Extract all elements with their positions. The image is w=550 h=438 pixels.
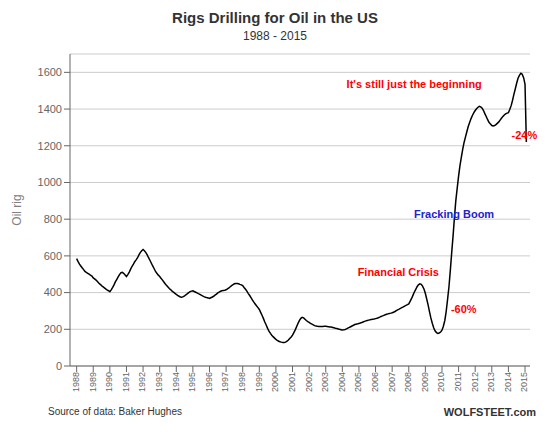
svg-text:2008: 2008: [403, 372, 413, 392]
svg-text:Oil rig: Oil rig: [10, 194, 24, 225]
svg-text:Fracking Boom: Fracking Boom: [414, 208, 494, 220]
svg-text:1400: 1400: [38, 103, 62, 115]
svg-text:1997: 1997: [220, 372, 230, 392]
svg-text:1993: 1993: [154, 372, 164, 392]
svg-text:2005: 2005: [353, 372, 363, 392]
svg-text:1991: 1991: [121, 372, 131, 392]
svg-text:2003: 2003: [320, 372, 330, 392]
svg-text:1996: 1996: [204, 372, 214, 392]
svg-text:2015: 2015: [519, 372, 529, 392]
html-text:WOLFSTEET.com: WOLFSTEET.com: [443, 406, 536, 418]
svg-text:1200: 1200: [38, 140, 62, 152]
svg-text:1989: 1989: [88, 372, 98, 392]
svg-text:1990: 1990: [104, 372, 114, 392]
svg-text:200: 200: [44, 323, 62, 335]
svg-text:0: 0: [56, 360, 62, 372]
svg-text:600: 600: [44, 250, 62, 262]
svg-text:1992: 1992: [137, 372, 147, 392]
html-text:Source of data: Baker Hughes: Source of data: Baker Hughes: [48, 406, 182, 417]
svg-text:2010: 2010: [436, 372, 446, 392]
svg-text:1998: 1998: [237, 372, 247, 392]
svg-text:It's still just the beginning: It's still just the beginning: [347, 78, 482, 90]
svg-text:2006: 2006: [370, 372, 380, 392]
svg-text:800: 800: [44, 213, 62, 225]
svg-text:2011: 2011: [453, 372, 463, 391]
html-text:Rigs Drilling for Oil in the U: Rigs Drilling for Oil in the US: [172, 9, 378, 26]
svg-text:Financial Crisis: Financial Crisis: [358, 266, 439, 278]
svg-text:-24%: -24%: [512, 129, 538, 141]
svg-text:1999: 1999: [254, 372, 264, 392]
svg-text:2012: 2012: [470, 372, 480, 392]
svg-text:2001: 2001: [287, 372, 297, 392]
svg-text:2004: 2004: [337, 372, 347, 392]
svg-text:2000: 2000: [270, 372, 280, 392]
svg-text:1994: 1994: [171, 372, 181, 392]
svg-text:2013: 2013: [486, 372, 496, 392]
svg-text:1600: 1600: [38, 66, 62, 78]
svg-text:400: 400: [44, 286, 62, 298]
svg-text:2009: 2009: [420, 372, 430, 392]
svg-text:1988: 1988: [71, 372, 81, 392]
svg-text:2007: 2007: [387, 372, 397, 392]
svg-text:2002: 2002: [304, 372, 314, 392]
svg-text:-60%: -60%: [451, 303, 477, 315]
svg-text:2014: 2014: [503, 372, 513, 392]
svg-text:1000: 1000: [38, 176, 62, 188]
html-text:1988 - 2015: 1988 - 2015: [243, 29, 307, 43]
svg-text:1995: 1995: [187, 372, 197, 392]
